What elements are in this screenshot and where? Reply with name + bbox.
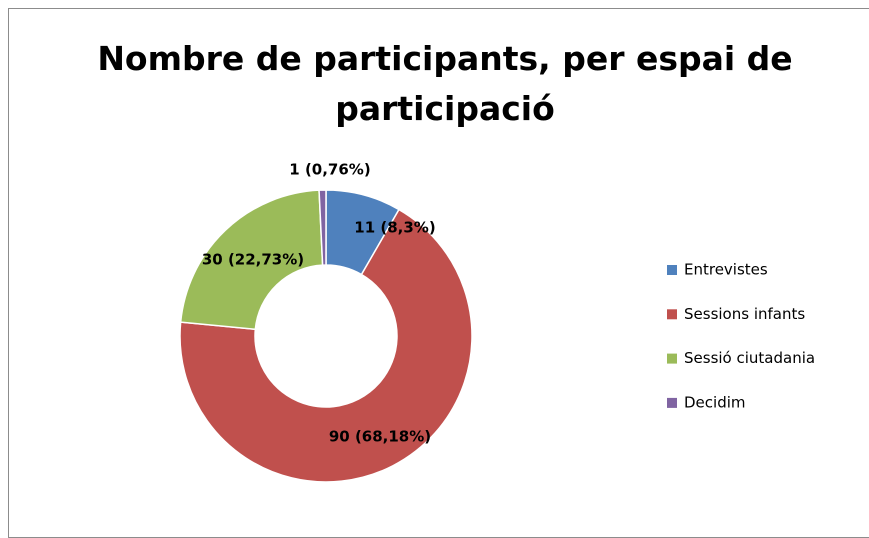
chart-title: Nombre de participants, per espai de par…: [97, 39, 793, 128]
legend-swatch: [667, 265, 677, 275]
data-label: 1 (0,76%): [289, 161, 370, 179]
legend-swatch: [667, 309, 677, 320]
legend-label: Decidim: [684, 393, 746, 411]
slice: [179, 208, 473, 483]
data-label: 90 (68,18%): [329, 428, 431, 446]
data-label: 11 (8,3%): [354, 219, 435, 237]
legend-label: Sessió ciutadania: [684, 349, 815, 367]
data-label: 30 (22,73%): [202, 251, 304, 269]
legend-label: Sessions infants: [684, 305, 805, 323]
slice: [318, 189, 327, 266]
slice: [179, 189, 324, 331]
legend-swatch: [667, 353, 677, 364]
legend-swatch: [667, 397, 677, 408]
legend-label: Entrevistes: [684, 261, 768, 279]
